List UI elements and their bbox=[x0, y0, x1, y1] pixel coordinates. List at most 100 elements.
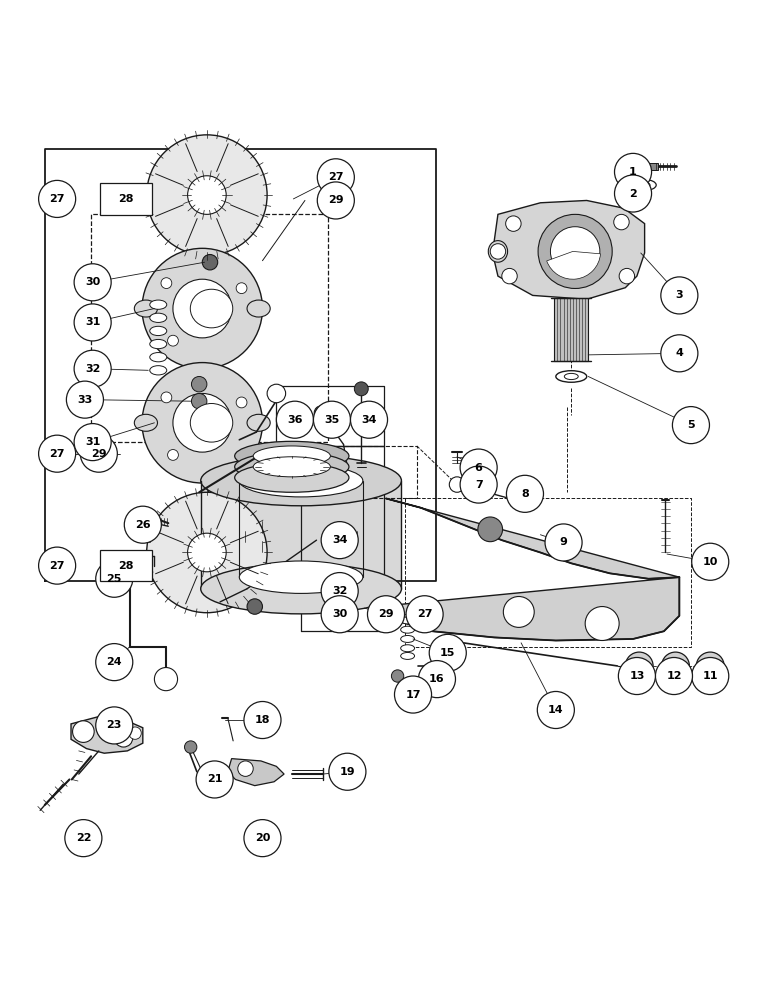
Circle shape bbox=[662, 652, 689, 680]
Circle shape bbox=[506, 475, 543, 512]
Circle shape bbox=[173, 279, 232, 338]
Circle shape bbox=[394, 676, 432, 713]
Text: 36: 36 bbox=[287, 415, 303, 425]
Circle shape bbox=[418, 661, 455, 698]
Circle shape bbox=[147, 492, 267, 613]
Text: 35: 35 bbox=[324, 415, 340, 425]
Ellipse shape bbox=[401, 652, 415, 659]
Circle shape bbox=[74, 350, 111, 387]
Circle shape bbox=[406, 596, 443, 633]
Text: 13: 13 bbox=[629, 671, 645, 681]
Text: 21: 21 bbox=[207, 774, 222, 784]
Ellipse shape bbox=[401, 645, 415, 652]
Text: 14: 14 bbox=[548, 705, 564, 715]
Text: 24: 24 bbox=[107, 657, 122, 667]
Circle shape bbox=[236, 283, 247, 294]
Ellipse shape bbox=[239, 561, 363, 593]
Text: 34: 34 bbox=[361, 415, 377, 425]
Circle shape bbox=[65, 820, 102, 857]
Text: 16: 16 bbox=[429, 674, 445, 684]
Text: 3: 3 bbox=[676, 290, 683, 300]
Text: 30: 30 bbox=[85, 277, 100, 287]
Text: 10: 10 bbox=[703, 557, 718, 567]
Circle shape bbox=[321, 522, 358, 559]
Circle shape bbox=[692, 657, 729, 695]
Ellipse shape bbox=[247, 414, 270, 431]
Text: 29: 29 bbox=[328, 195, 344, 205]
Circle shape bbox=[39, 547, 76, 584]
Text: 27: 27 bbox=[49, 449, 65, 459]
Text: 1: 1 bbox=[629, 167, 637, 177]
Circle shape bbox=[619, 268, 635, 284]
Circle shape bbox=[188, 176, 226, 214]
Circle shape bbox=[367, 596, 405, 633]
Circle shape bbox=[317, 182, 354, 219]
Circle shape bbox=[632, 659, 646, 673]
Circle shape bbox=[545, 524, 582, 561]
Circle shape bbox=[73, 721, 94, 742]
Ellipse shape bbox=[150, 353, 167, 362]
Ellipse shape bbox=[150, 300, 167, 309]
Circle shape bbox=[147, 135, 267, 255]
Circle shape bbox=[460, 466, 497, 503]
Polygon shape bbox=[228, 759, 284, 786]
Circle shape bbox=[661, 277, 698, 314]
Circle shape bbox=[202, 255, 218, 270]
Circle shape bbox=[236, 397, 247, 408]
Circle shape bbox=[161, 392, 172, 403]
Circle shape bbox=[66, 381, 103, 418]
Bar bbox=[100, 183, 152, 215]
Text: 33: 33 bbox=[77, 395, 93, 405]
Text: 32: 32 bbox=[85, 364, 100, 374]
Circle shape bbox=[129, 727, 141, 739]
Text: 5: 5 bbox=[687, 420, 695, 430]
Circle shape bbox=[391, 670, 404, 682]
Circle shape bbox=[615, 175, 652, 212]
Ellipse shape bbox=[253, 446, 330, 466]
Text: 23: 23 bbox=[107, 720, 122, 730]
Bar bbox=[100, 550, 152, 581]
Ellipse shape bbox=[633, 180, 656, 190]
Bar bbox=[648, 163, 658, 170]
Ellipse shape bbox=[191, 404, 233, 442]
Text: 19: 19 bbox=[340, 767, 355, 777]
Ellipse shape bbox=[150, 339, 167, 349]
Circle shape bbox=[238, 761, 253, 776]
Ellipse shape bbox=[150, 366, 167, 375]
Circle shape bbox=[672, 407, 709, 444]
Ellipse shape bbox=[401, 635, 415, 642]
Circle shape bbox=[74, 424, 111, 461]
Wedge shape bbox=[547, 251, 601, 279]
Circle shape bbox=[114, 729, 133, 747]
Ellipse shape bbox=[150, 313, 167, 322]
Circle shape bbox=[39, 435, 76, 472]
Text: 28: 28 bbox=[118, 194, 134, 204]
Circle shape bbox=[669, 659, 682, 673]
Circle shape bbox=[173, 393, 232, 452]
Bar bbox=[554, 298, 588, 361]
Ellipse shape bbox=[191, 289, 233, 328]
Circle shape bbox=[506, 216, 521, 231]
Circle shape bbox=[449, 477, 465, 492]
Circle shape bbox=[39, 180, 76, 217]
Ellipse shape bbox=[239, 464, 363, 497]
Circle shape bbox=[96, 707, 133, 744]
Circle shape bbox=[74, 264, 111, 301]
Circle shape bbox=[329, 753, 366, 790]
Polygon shape bbox=[378, 498, 679, 641]
Text: 28: 28 bbox=[118, 561, 134, 571]
Ellipse shape bbox=[201, 564, 401, 614]
Circle shape bbox=[74, 304, 111, 341]
Circle shape bbox=[161, 278, 172, 289]
Text: 25: 25 bbox=[107, 574, 122, 584]
Circle shape bbox=[503, 596, 534, 627]
Circle shape bbox=[196, 761, 233, 798]
Circle shape bbox=[314, 406, 328, 420]
Ellipse shape bbox=[235, 463, 349, 492]
Ellipse shape bbox=[235, 441, 349, 471]
Polygon shape bbox=[201, 481, 401, 589]
Circle shape bbox=[537, 691, 574, 729]
Circle shape bbox=[96, 560, 133, 597]
Circle shape bbox=[618, 657, 655, 695]
Circle shape bbox=[354, 382, 368, 396]
